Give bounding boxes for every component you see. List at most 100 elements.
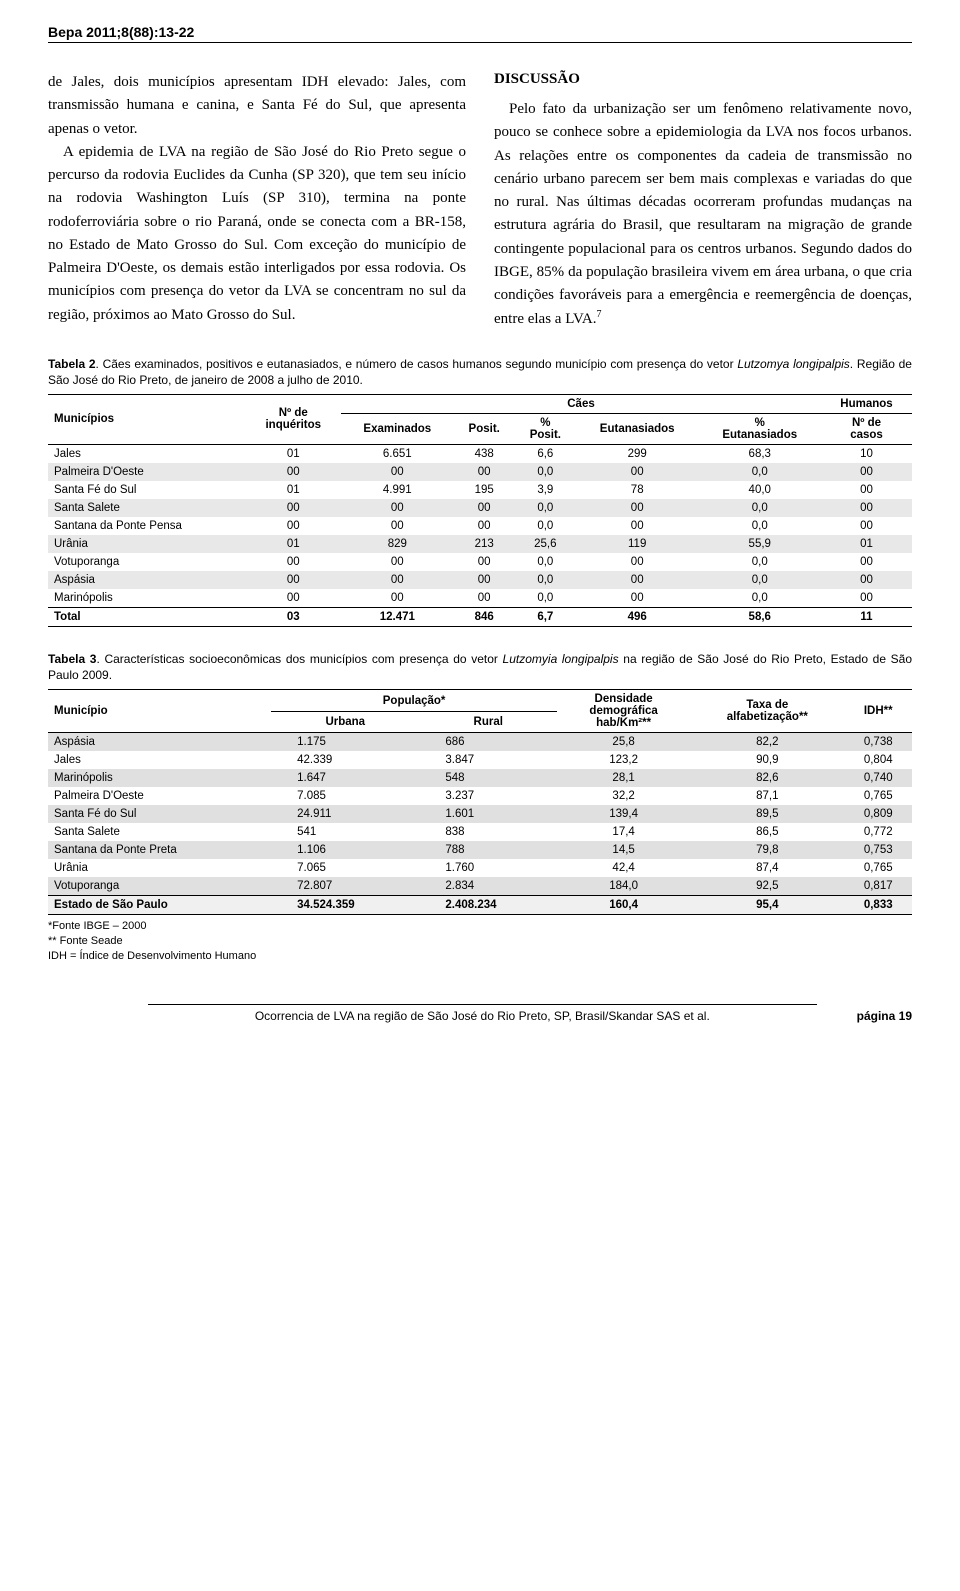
table-cell: 548: [419, 769, 557, 787]
table-cell: Votuporanga: [48, 877, 271, 896]
t3-h-municipio: Município: [48, 690, 271, 733]
table-cell: 34.524.359: [271, 896, 419, 915]
footer-citation: Ocorrencia de LVA na região de São José …: [148, 1004, 817, 1023]
table-cell: Estado de São Paulo: [48, 896, 271, 915]
table-cell: 6,6: [515, 444, 576, 463]
table-cell: 1.647: [271, 769, 419, 787]
table-cell: Santana da Ponte Preta: [48, 841, 271, 859]
t3-h-pop: População*: [271, 690, 557, 712]
table2-caption-lead: Tabela 2: [48, 357, 96, 371]
table-cell: 00: [454, 553, 515, 571]
table-cell: 00: [821, 553, 912, 571]
table-cell: Total: [48, 607, 246, 626]
table-cell: Urânia: [48, 859, 271, 877]
table-row: Palmeira D'Oeste7.0853.23732,287,10,765: [48, 787, 912, 805]
table-cell: 3.847: [419, 751, 557, 769]
table-cell: 541: [271, 823, 419, 841]
table-cell: 1.601: [419, 805, 557, 823]
table-cell: 160,4: [557, 896, 690, 915]
table-cell: 0,0: [515, 553, 576, 571]
table-cell: 788: [419, 841, 557, 859]
t2-h-caes: Cães: [341, 394, 821, 413]
table-cell: 6.651: [341, 444, 454, 463]
table-row: Marinópolis0000000,0000,000: [48, 589, 912, 608]
table-cell: 00: [821, 517, 912, 535]
body-columns: de Jales, dois municípios apresentam IDH…: [48, 71, 912, 332]
right-column: DISCUSSÃO Pelo fato da urbanização ser u…: [494, 71, 912, 332]
table-cell: 55,9: [698, 535, 821, 553]
table-cell: 00: [341, 553, 454, 571]
table-cell: 87,4: [690, 859, 844, 877]
table-row: Santana da Ponte Preta1.10678814,579,80,…: [48, 841, 912, 859]
table-cell: 0,0: [515, 463, 576, 481]
table-cell: 95,4: [690, 896, 844, 915]
table-cell: 00: [454, 517, 515, 535]
table-cell: Santa Fé do Sul: [48, 805, 271, 823]
table-cell: 0,740: [844, 769, 912, 787]
t2-h-pcteutan: % Eutanasiados: [698, 413, 821, 444]
table-cell: 00: [576, 571, 699, 589]
table-cell: 00: [821, 481, 912, 499]
table-cell: 00: [576, 553, 699, 571]
table-row: Urânia0182921325,611955,901: [48, 535, 912, 553]
table3-caption-italic: Lutzomyia longipalpis: [503, 652, 619, 666]
table3-caption: Tabela 3. Características socioeconômica…: [48, 651, 912, 683]
table-cell: Votuporanga: [48, 553, 246, 571]
table-cell: 0,804: [844, 751, 912, 769]
table-cell: 14,5: [557, 841, 690, 859]
table-cell: Palmeira D'Oeste: [48, 463, 246, 481]
table-cell: 00: [246, 553, 341, 571]
footnote-2: ** Fonte Seade: [48, 934, 912, 949]
table-cell: 846: [454, 607, 515, 626]
table-cell: 7.085: [271, 787, 419, 805]
table-cell: 0,765: [844, 859, 912, 877]
right-text-span: Pelo fato da urbanização ser um fenômeno…: [494, 101, 912, 327]
table-cell: 00: [821, 499, 912, 517]
table-row: Aspásia0000000,0000,000: [48, 571, 912, 589]
table-cell: 0,772: [844, 823, 912, 841]
footnotes: *Fonte IBGE – 2000 ** Fonte Seade IDH = …: [48, 919, 912, 964]
table-row: Aspásia1.17568625,882,20,738: [48, 733, 912, 752]
table-cell: Palmeira D'Oeste: [48, 787, 271, 805]
t2-h-municipios: Municípios: [48, 394, 246, 444]
table-cell: 10: [821, 444, 912, 463]
table3-caption-lead: Tabela 3: [48, 652, 96, 666]
table-cell: 0,765: [844, 787, 912, 805]
table-total-row: Total0312.4718466,749658,611: [48, 607, 912, 626]
table-cell: 24.911: [271, 805, 419, 823]
table-cell: 0,753: [844, 841, 912, 859]
table-cell: 11: [821, 607, 912, 626]
table2-caption: Tabela 2. Cães examinados, positivos e e…: [48, 356, 912, 388]
table-cell: 01: [821, 535, 912, 553]
table-row: Jales016.6514386,629968,310: [48, 444, 912, 463]
page-footer: Ocorrencia de LVA na região de São José …: [48, 1004, 912, 1023]
footer-page-number: página 19: [857, 1009, 912, 1023]
table-cell: 32,2: [557, 787, 690, 805]
table-cell: 00: [246, 589, 341, 608]
table-row: Santa Salete54183817,486,50,772: [48, 823, 912, 841]
table-cell: 79,8: [690, 841, 844, 859]
table-cell: Marinópolis: [48, 769, 271, 787]
table2: Municípios Nº de inquéritos Cães Humanos…: [48, 394, 912, 627]
table3-caption-rest: . Características socioeconômicas dos mu…: [96, 652, 502, 666]
table-row: Votuporanga0000000,0000,000: [48, 553, 912, 571]
table-cell: 89,5: [690, 805, 844, 823]
table-cell: Jales: [48, 751, 271, 769]
table-cell: 139,4: [557, 805, 690, 823]
table-row: Palmeira D'Oeste0000000,0000,000: [48, 463, 912, 481]
table-row: Urânia7.0651.76042,487,40,765: [48, 859, 912, 877]
table-cell: 42,4: [557, 859, 690, 877]
table-cell: 299: [576, 444, 699, 463]
table-cell: 123,2: [557, 751, 690, 769]
table-cell: 0,0: [515, 499, 576, 517]
table-cell: 86,5: [690, 823, 844, 841]
table-cell: 82,6: [690, 769, 844, 787]
table-cell: 00: [454, 571, 515, 589]
journal-reference: Bepa 2011;8(88):13-22: [48, 24, 912, 43]
table-cell: 6,7: [515, 607, 576, 626]
table-cell: 00: [246, 499, 341, 517]
table-cell: 686: [419, 733, 557, 752]
table-cell: 0,0: [698, 463, 821, 481]
table-cell: 0,0: [515, 589, 576, 608]
table-cell: Santa Salete: [48, 823, 271, 841]
